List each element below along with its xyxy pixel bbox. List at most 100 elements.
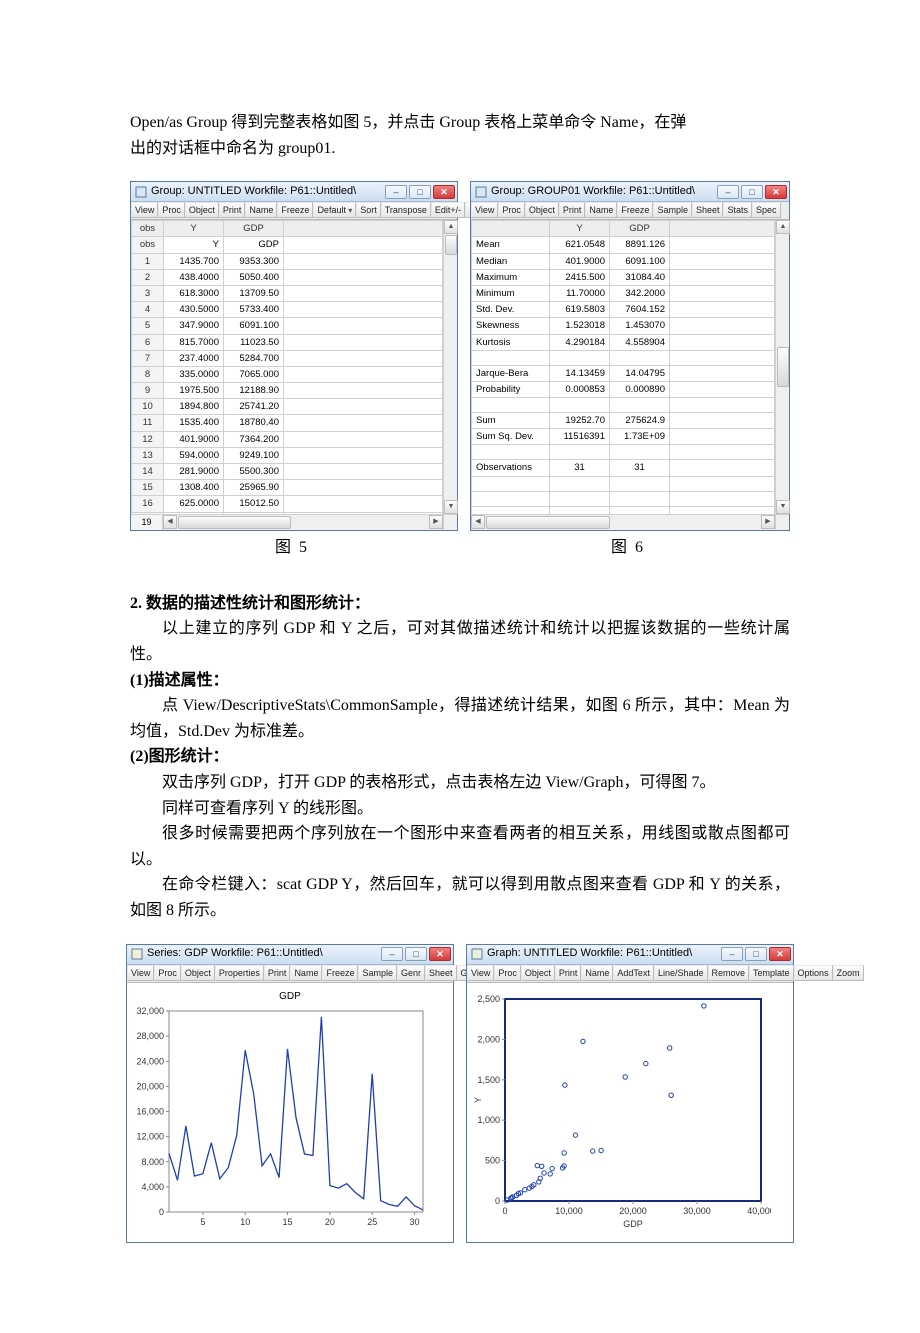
cell-gdp: 0.000890 <box>610 381 670 397</box>
header-gdp: GDP <box>224 221 284 237</box>
row-label: Probability <box>472 381 550 397</box>
minimize-button[interactable]: – <box>381 947 403 961</box>
toolbar-genr-button[interactable]: Genr <box>397 965 425 981</box>
cell-gdp: 6091.100 <box>610 253 670 269</box>
svg-text:2,000: 2,000 <box>477 1034 500 1044</box>
row-label <box>472 398 550 413</box>
toolbar-transpose-button[interactable]: Transpose <box>381 202 431 218</box>
window-icon <box>471 948 483 960</box>
maximize-button[interactable]: □ <box>405 947 427 961</box>
scroll-right-icon[interactable]: ▶ <box>761 515 775 529</box>
window-titlebar[interactable]: Series: GDP Workfile: P61::Untitled\ – □… <box>127 945 453 965</box>
toolbar-zoom-button[interactable]: Zoom <box>833 965 864 981</box>
toolbar-object-button[interactable]: Object <box>185 202 219 218</box>
toolbar-name-button[interactable]: Name <box>585 202 617 218</box>
svg-text:20: 20 <box>325 1217 335 1227</box>
toolbar-properties-button[interactable]: Properties <box>215 965 264 981</box>
toolbar-print-button[interactable]: Print <box>555 965 582 981</box>
close-button[interactable]: ✕ <box>765 185 787 199</box>
toolbar-print-button[interactable]: Print <box>219 202 246 218</box>
minimize-button[interactable]: – <box>385 185 407 199</box>
toolbar-name-button[interactable]: Name <box>290 965 322 981</box>
vertical-scrollbar[interactable]: ▲ ▼ <box>775 220 789 514</box>
scroll-up-icon[interactable]: ▲ <box>444 220 458 234</box>
toolbar-sort-button[interactable]: Sort <box>356 202 381 218</box>
scroll-thumb[interactable] <box>445 235 457 255</box>
cell-gdp: 25741.20 <box>224 399 284 415</box>
toolbar-print-button[interactable]: Print <box>264 965 291 981</box>
cell-gdp: 11023.50 <box>224 334 284 350</box>
maximize-button[interactable]: □ <box>745 947 767 961</box>
scroll-left-icon[interactable]: ◀ <box>163 515 177 529</box>
toolbar-options-button[interactable]: Options <box>794 965 833 981</box>
svg-text:20,000: 20,000 <box>136 1081 164 1091</box>
row-label: Sum Sq. Dev. <box>472 429 550 445</box>
toolbar-object-button[interactable]: Object <box>525 202 559 218</box>
close-button[interactable]: ✕ <box>769 947 791 961</box>
line-chart-svg: 04,0008,00012,00016,00020,00024,00028,00… <box>131 1007 431 1232</box>
svg-text:8,000: 8,000 <box>141 1156 164 1166</box>
cell-y: 2415.500 <box>550 269 610 285</box>
minimize-button[interactable]: – <box>721 947 743 961</box>
toolbar-view-button[interactable]: View <box>131 202 158 218</box>
figure-row-1: Group: UNTITLED Workfile: P61::Untitled\… <box>130 181 790 531</box>
toolbar-print-button[interactable]: Print <box>559 202 586 218</box>
table-row: Sum Sq. Dev.115163911.73E+09 <box>472 429 775 445</box>
scroll-down-icon[interactable]: ▼ <box>444 500 458 514</box>
toolbar-object-button[interactable]: Object <box>521 965 555 981</box>
window-titlebar[interactable]: Group: UNTITLED Workfile: P61::Untitled\… <box>131 182 457 202</box>
minimize-button[interactable]: – <box>717 185 739 199</box>
scroll-thumb-h[interactable] <box>486 516 610 529</box>
scroll-thumb[interactable] <box>777 347 789 387</box>
scroll-thumb-h[interactable] <box>178 516 291 529</box>
toolbar-freeze-button[interactable]: Freeze <box>277 202 313 218</box>
cell-gdp: 15012.50 <box>224 496 284 512</box>
toolbar-proc-button[interactable]: Proc <box>154 965 181 981</box>
cell-y <box>550 506 610 514</box>
toolbar-object-button[interactable]: Object <box>181 965 215 981</box>
toolbar-line-shade-button[interactable]: Line/Shade <box>654 965 708 981</box>
toolbar-sheet-button[interactable]: Sheet <box>425 965 457 981</box>
toolbar-view-button[interactable]: View <box>471 202 498 218</box>
toolbar-sample-button[interactable]: Sample <box>358 965 397 981</box>
row-obs: 8 <box>132 366 164 382</box>
toolbar-addtext-button[interactable]: AddText <box>613 965 654 981</box>
toolbar-name-button[interactable]: Name <box>581 965 613 981</box>
toolbar-remove-button[interactable]: Remove <box>708 965 750 981</box>
close-button[interactable]: ✕ <box>433 185 455 199</box>
scroll-left-icon[interactable]: ◀ <box>471 515 485 529</box>
toolbar-name-button[interactable]: Name <box>245 202 277 218</box>
window-title: Series: GDP Workfile: P61::Untitled\ <box>147 945 381 963</box>
vertical-scrollbar[interactable]: ▲ ▼ <box>443 220 457 514</box>
maximize-button[interactable]: □ <box>409 185 431 199</box>
maximize-button[interactable]: □ <box>741 185 763 199</box>
horizontal-scrollbar[interactable]: ◀ ▶ <box>471 514 775 530</box>
toolbar-default-button[interactable]: Default <box>313 202 356 218</box>
scroll-down-icon[interactable]: ▼ <box>776 500 790 514</box>
toolbar-sample-button[interactable]: Sample <box>653 202 692 218</box>
toolbar-proc-button[interactable]: Proc <box>498 202 525 218</box>
toolbar-freeze-button[interactable]: Freeze <box>617 202 653 218</box>
scroll-right-icon[interactable]: ▶ <box>429 515 443 529</box>
table-row: Median401.90006091.100 <box>472 253 775 269</box>
svg-text:12,000: 12,000 <box>136 1131 164 1141</box>
toolbar-edit--button[interactable]: Edit+/- <box>431 202 465 218</box>
scroll-up-icon[interactable]: ▲ <box>776 220 790 234</box>
toolbar-view-button[interactable]: View <box>467 965 494 981</box>
horizontal-scrollbar[interactable]: 19 ◀ ▶ <box>131 514 443 530</box>
toolbar-spec-button[interactable]: Spec <box>752 202 781 218</box>
close-button[interactable]: ✕ <box>429 947 451 961</box>
toolbar-template-button[interactable]: Template <box>749 965 794 981</box>
row-obs: 3 <box>132 285 164 301</box>
toolbar-proc-button[interactable]: Proc <box>494 965 521 981</box>
toolbar-sheet-button[interactable]: Sheet <box>692 202 724 218</box>
window-titlebar[interactable]: Graph: UNTITLED Workfile: P61::Untitled\… <box>467 945 793 965</box>
toolbar-view-button[interactable]: View <box>127 965 154 981</box>
toolbar-stats-button[interactable]: Stats <box>723 202 752 218</box>
toolbar-proc-button[interactable]: Proc <box>158 202 185 218</box>
window-titlebar[interactable]: Group: GROUP01 Workfile: P61::Untitled\ … <box>471 182 789 202</box>
table-row: Std. Dev.619.58037604.152 <box>472 302 775 318</box>
svg-text:1,500: 1,500 <box>477 1074 500 1084</box>
toolbar-freeze-button[interactable]: Freeze <box>322 965 358 981</box>
window-icon <box>135 186 147 198</box>
